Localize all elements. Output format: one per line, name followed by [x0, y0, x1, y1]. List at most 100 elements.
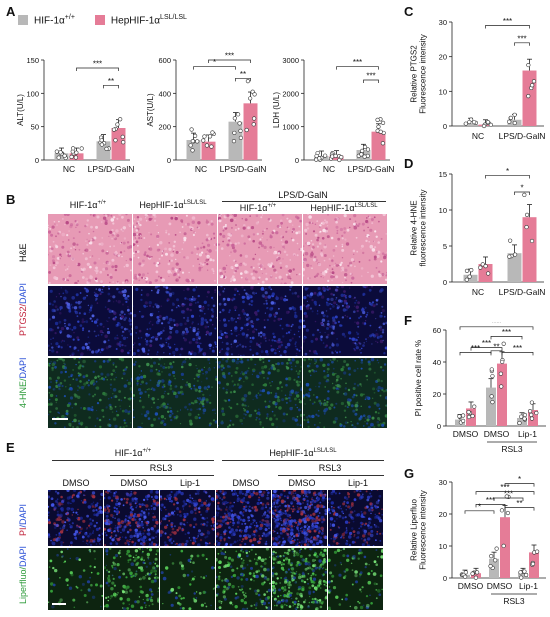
texture-dot [242, 514, 245, 517]
texture-dot [54, 524, 56, 526]
texture-dot [234, 242, 237, 245]
texture-dot [186, 319, 190, 323]
texture-dot [212, 500, 214, 502]
texture-dot [233, 214, 237, 217]
texture-dot [242, 511, 245, 513]
texture-dot [264, 520, 266, 522]
texture-dot [182, 500, 186, 503]
texture-dot [150, 504, 153, 508]
texture-dot [206, 219, 208, 221]
texture-dot [73, 326, 77, 330]
texture-dot [350, 516, 353, 519]
texture-dot [324, 386, 326, 388]
texture-dot [178, 276, 181, 279]
texture-dot [335, 245, 338, 248]
texture-dot [318, 539, 322, 544]
texture-dot [311, 222, 314, 224]
significance-bracket [336, 66, 379, 70]
texture-dot [86, 295, 88, 297]
texture-dot [92, 530, 94, 532]
texture-dot [123, 237, 127, 240]
texture-dot [281, 278, 284, 281]
texture-dot [245, 292, 248, 295]
texture-dot [288, 491, 292, 495]
texture-dot [341, 316, 345, 319]
texture-dot [241, 530, 244, 532]
texture-dot [295, 354, 298, 356]
texture-dot [209, 258, 213, 262]
texture-dot [320, 276, 322, 278]
texture-dot [183, 316, 186, 319]
texture-dot [298, 336, 301, 338]
texture-dot [288, 272, 291, 275]
texture-dot [359, 358, 361, 359]
texture-dot [233, 501, 235, 504]
texture-dot [102, 415, 105, 418]
texture-dot [266, 413, 269, 416]
texture-dot [250, 514, 254, 518]
texture-dot [320, 295, 325, 299]
texture-dot [200, 319, 204, 323]
texture-dot [322, 530, 324, 533]
texture-dot [48, 511, 50, 514]
texture-dot [99, 498, 102, 501]
texture-dot [167, 343, 170, 345]
texture-dot [252, 269, 256, 273]
texture-dot [360, 415, 363, 418]
texture-dot [88, 341, 91, 345]
texture-dot [251, 543, 255, 546]
texture-dot [69, 526, 72, 529]
texture-dot [174, 216, 178, 221]
texture-dot [289, 406, 293, 411]
texture-dot [316, 359, 318, 361]
texture-dot [124, 409, 128, 413]
texture-dot [266, 352, 269, 356]
texture-dot [201, 503, 204, 507]
texture-dot [173, 418, 176, 420]
texture-dot [347, 363, 350, 365]
texture-dot [305, 222, 309, 227]
texture-dot [112, 310, 115, 313]
texture-dot [146, 343, 148, 346]
texture-dot [106, 250, 108, 253]
texture-dot [324, 244, 327, 247]
texture-dot [181, 363, 184, 366]
texture-dot [238, 498, 242, 502]
texture-dot [138, 343, 141, 346]
significance-label: ** [516, 499, 522, 508]
texture-dot [104, 306, 107, 308]
texture-dot [250, 493, 254, 497]
texture-dot [237, 518, 240, 521]
texture-dot [281, 386, 283, 389]
texture-dot [145, 281, 148, 283]
pi-image-4-texture [216, 490, 271, 546]
texture-dot [54, 321, 59, 326]
texture-dot [212, 419, 216, 422]
texture-dot [230, 509, 233, 512]
texture-dot [91, 519, 94, 522]
texture-dot [348, 513, 352, 517]
data-point [529, 400, 535, 405]
texture-dot [162, 329, 165, 332]
texture-dot [300, 540, 305, 544]
texture-dot [366, 379, 368, 381]
texture-dot [333, 491, 336, 494]
texture-dot [269, 275, 273, 279]
texture-dot [214, 358, 217, 360]
texture-dot [243, 505, 246, 508]
texture-dot [181, 221, 184, 224]
texture-dot [218, 524, 222, 528]
texture-dot [207, 385, 211, 389]
texture-dot [183, 303, 186, 306]
texture-dot [344, 520, 349, 524]
texture-dot [77, 532, 80, 536]
texture-dot [299, 413, 302, 417]
texture-dot [213, 524, 215, 528]
texture-dot [280, 282, 283, 284]
texture-dot [370, 286, 374, 288]
texture-dot [317, 236, 320, 239]
texture-dot [105, 346, 109, 350]
texture-dot [265, 516, 267, 519]
texture-dot [133, 305, 134, 307]
